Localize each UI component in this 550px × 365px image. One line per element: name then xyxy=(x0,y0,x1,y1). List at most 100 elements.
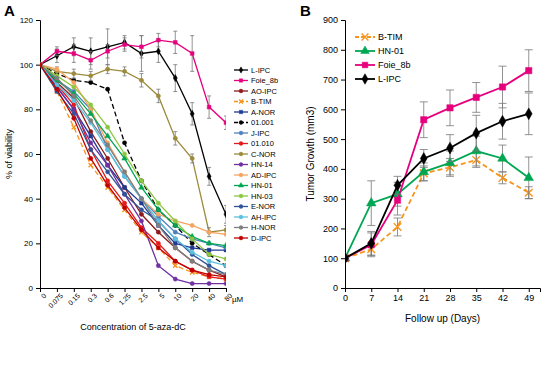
marker xyxy=(122,205,126,209)
x-tick-mark xyxy=(74,288,75,292)
marker xyxy=(72,71,76,75)
y-axis: 0100200300400500600700800900 xyxy=(323,15,346,293)
marker xyxy=(139,78,143,82)
x-axis-title: Follow up (Days) xyxy=(405,313,480,324)
error-bar-cap xyxy=(173,53,177,54)
marker xyxy=(207,281,211,285)
marker xyxy=(190,268,194,272)
marker xyxy=(421,117,427,123)
legend-label: C-NOR xyxy=(251,150,276,159)
marker xyxy=(139,197,143,201)
legend-label: AD-IPC xyxy=(251,171,277,180)
legend-label: HN-01 xyxy=(251,181,273,190)
marker xyxy=(40,63,42,67)
x-tick-label: 2.5 xyxy=(137,292,149,304)
error-bar-stem xyxy=(141,36,142,72)
series xyxy=(40,63,226,262)
x-tick: 28 xyxy=(445,288,455,303)
y-tick: 40 xyxy=(24,195,40,204)
marker xyxy=(156,48,160,55)
marker xyxy=(123,186,127,190)
series xyxy=(40,63,226,282)
marker xyxy=(139,197,143,201)
marker xyxy=(224,275,226,279)
legend-marker xyxy=(239,194,243,198)
error-bar-cap xyxy=(367,180,375,181)
x-tick-mark xyxy=(40,288,41,292)
error-bar xyxy=(190,154,194,163)
x-tick-label: 0 xyxy=(40,292,48,300)
error-bar-cap xyxy=(420,180,428,181)
legend-marker xyxy=(239,152,243,156)
marker xyxy=(89,80,93,84)
marker xyxy=(72,80,76,84)
series-line xyxy=(40,65,226,275)
legend-label: J-IPC xyxy=(251,129,270,138)
marker xyxy=(156,223,160,227)
error-bar xyxy=(224,205,226,223)
legend-entry: HN-01 xyxy=(234,181,273,190)
x-tick-label: 14 xyxy=(393,293,403,303)
error-bar-cap xyxy=(446,161,454,162)
error-bar-cap xyxy=(156,62,160,63)
error-bar-cap xyxy=(106,57,110,58)
x-tick-mark xyxy=(209,288,210,292)
error-bar xyxy=(173,65,177,92)
error-bar-cap xyxy=(394,218,402,219)
error-bar-cap xyxy=(367,256,375,257)
x-tick-label: 0.6 xyxy=(103,292,115,304)
error-bar xyxy=(55,47,59,56)
series-line xyxy=(40,65,226,279)
marker xyxy=(89,163,93,167)
error-bar xyxy=(499,66,507,108)
error-bar-cap xyxy=(190,154,194,155)
marker xyxy=(173,136,177,140)
marker xyxy=(55,49,59,53)
marker xyxy=(207,248,211,252)
x-tick-mark xyxy=(57,288,58,292)
legend-entry: C-NOR xyxy=(234,150,276,159)
error-bar-cap xyxy=(224,223,226,224)
legend-entry: D-IPC xyxy=(234,234,272,243)
error-bar xyxy=(525,157,533,199)
y-tick: 100 xyxy=(323,254,345,264)
axis-line xyxy=(346,289,541,293)
x-tick-label: 7 xyxy=(369,293,374,303)
series-line xyxy=(345,160,529,258)
x-tick-label: 20 xyxy=(189,292,200,303)
y-tick-mark xyxy=(341,258,345,259)
error-bar-cap xyxy=(446,89,454,90)
error-bar-cap xyxy=(525,198,533,199)
error-bar-cap xyxy=(72,62,76,63)
error-bar xyxy=(190,103,194,125)
marker xyxy=(55,76,59,80)
y-tick: 80 xyxy=(24,105,40,114)
y-tick-label: 100 xyxy=(20,61,34,70)
annotation: µM xyxy=(232,295,244,304)
legend-entry: AD-IPC xyxy=(234,171,277,180)
legend-label: 01.010 xyxy=(251,139,274,148)
series xyxy=(40,63,226,277)
marker xyxy=(420,153,427,165)
marker xyxy=(55,67,59,71)
marker xyxy=(499,174,507,182)
y-tick-mark xyxy=(341,50,345,51)
error-bar xyxy=(139,74,143,87)
error-bar xyxy=(106,65,110,74)
marker xyxy=(122,192,126,196)
marker xyxy=(498,153,508,161)
error-bar-cap xyxy=(472,165,480,166)
axis-line xyxy=(41,289,227,293)
error-bar-cap xyxy=(72,44,76,45)
x-tick: 0.6 xyxy=(103,288,115,304)
error-bar-cap xyxy=(499,145,507,146)
y-tick: 0 xyxy=(333,283,345,293)
legend-label: AO-IPC xyxy=(251,87,277,96)
marker xyxy=(156,224,160,228)
error-bar-cap xyxy=(446,125,454,126)
error-bar-cap xyxy=(224,225,226,226)
legend-entry: Foie_8b xyxy=(234,76,278,85)
y-tick: 300 xyxy=(323,194,345,204)
error-bar-cap xyxy=(139,57,143,58)
marker xyxy=(224,281,226,285)
